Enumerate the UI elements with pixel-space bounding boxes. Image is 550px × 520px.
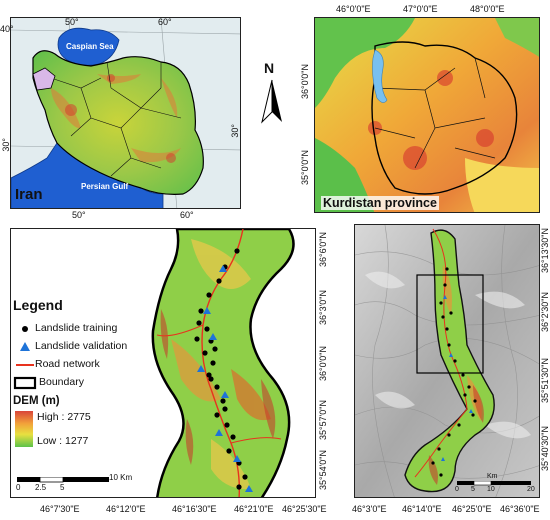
lake <box>372 49 388 103</box>
dem-title: DEM (m) <box>13 395 60 407</box>
legend-item: Boundary <box>11 375 161 391</box>
detail-bottom-tick: 46°21'0"E <box>234 504 274 514</box>
legend-item: Landslide validation <box>11 339 161 355</box>
caspian-sea <box>57 27 120 66</box>
dem-colorbar <box>15 411 33 447</box>
triangle-icon <box>20 342 30 351</box>
iran-left-tick: 40° <box>0 24 14 34</box>
iran-right-tick: 30° <box>230 124 240 138</box>
road-network <box>201 229 244 497</box>
iran-title: Iran <box>15 186 43 203</box>
detail-bottom-tick: 46°25'30"E <box>282 504 327 514</box>
detail-bottom-tick: 46°7'30"E <box>40 504 80 514</box>
overview-map <box>355 225 539 497</box>
kurdistan-highlight <box>32 67 56 91</box>
legend-item: Landslide training <box>11 321 161 337</box>
kurdistan-top-tick: 48°0'0"E <box>470 4 505 14</box>
detail-map <box>151 229 295 497</box>
detail-right-tick: 36°0'0"N <box>318 346 328 382</box>
overview-left-tick: 35°51'30"N <box>540 358 550 404</box>
kurdistan-right-tick: 35°0'0"N <box>300 150 310 186</box>
overview-left-tick: 35°40'30"N <box>540 426 550 472</box>
detail-scale-bar: 0 2.5 5 10 Km <box>16 473 133 492</box>
detail-bottom-tick: 46°12'0"E <box>106 504 146 514</box>
overview-map-panel: Km 0 5 10 20 <box>354 224 540 498</box>
kurdistan-top-tick: 47°0'0"E <box>403 4 438 14</box>
north-label: N <box>264 60 275 76</box>
detail-right-tick: 36°3'0"N <box>318 290 328 326</box>
overview-left-tick: 36°13'30"N <box>540 228 550 274</box>
overview-bottom-tick: 46°3'0"E <box>352 504 387 514</box>
detail-bottom-tick: 46°16'30"E <box>172 504 217 514</box>
kurdistan-title: Kurdistan province <box>321 196 439 210</box>
legend: Legend Landslide training Landslide vali… <box>11 295 161 449</box>
caspian-label: Caspian Sea <box>66 42 114 51</box>
overview-bottom-tick: 46°25'0"E <box>452 504 492 514</box>
overview-left-tick: 36°2'30"N <box>540 292 550 333</box>
iran-top-tick: 60° <box>158 17 172 27</box>
kurdistan-map <box>315 18 539 212</box>
overview-scale-bar: Km 0 5 10 20 <box>455 473 535 493</box>
dem-high-label: High : 2775 <box>37 411 91 423</box>
iran-map <box>11 18 240 208</box>
dot-icon <box>22 326 28 332</box>
iran-top-tick: 50° <box>65 17 79 27</box>
overview-study-area <box>404 229 495 493</box>
detail-right-tick: 36°6'0"N <box>318 232 328 268</box>
iran-left-tick: 30° <box>1 138 11 152</box>
overview-bottom-tick: 46°36'0"E <box>500 504 540 514</box>
detail-right-tick: 35°54'0"N <box>318 450 328 491</box>
landslide-training-points <box>194 248 248 490</box>
kurdistan-map-panel: Kurdistan province <box>314 17 540 213</box>
detail-extent-box <box>416 274 484 374</box>
legend-title: Legend <box>13 297 63 313</box>
iran-bottom-tick: 60° <box>180 210 194 220</box>
boundary-box-icon <box>13 376 37 390</box>
detail-map-panel: Legend Landslide training Landslide vali… <box>10 228 316 498</box>
legend-item: Road network <box>11 357 161 373</box>
kurdistan-right-tick: 36°0'0"N <box>300 64 310 100</box>
persian-gulf-label: Persian Gulf <box>81 182 129 191</box>
detail-right-tick: 35°57'0"N <box>318 400 328 441</box>
landslide-validation-points <box>197 265 253 492</box>
iran-map-panel: 50° 60° Iran Caspian Sea Persian Gulf <box>10 17 241 209</box>
kurdistan-top-tick: 46°0'0"E <box>336 4 371 14</box>
road-line-icon <box>16 364 34 366</box>
dem-low-label: Low : 1277 <box>37 435 89 447</box>
north-arrow: N <box>250 60 294 140</box>
overview-bottom-tick: 46°14'0"E <box>402 504 442 514</box>
iran-bottom-tick: 50° <box>72 210 86 220</box>
